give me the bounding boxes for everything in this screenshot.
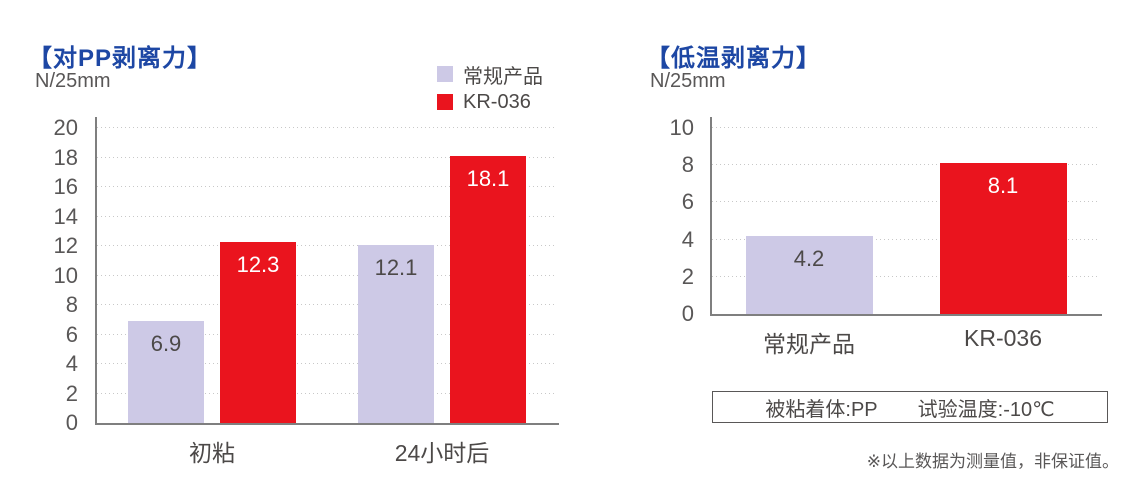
- y-tick-label: 16: [53, 174, 78, 199]
- plot-area: 4.2 8.1: [712, 127, 1100, 314]
- x-category-labels: 常规产品 KR-036: [712, 325, 1100, 357]
- y-tick-label: 0: [65, 410, 78, 435]
- y-tick-label: 14: [53, 203, 78, 229]
- chart-title: 【低温剥离力】: [646, 44, 821, 72]
- gridline: [97, 186, 557, 187]
- y-tick-label: 6: [65, 321, 78, 347]
- gridline: [712, 275, 1100, 277]
- x-category-labels: 初粘 24小时后: [97, 434, 557, 466]
- gridline: [712, 164, 1100, 166]
- gridline: [97, 274, 557, 276]
- y-tick-label: 2: [65, 380, 78, 406]
- bar: 8.1: [939, 163, 1067, 314]
- y-tick-label: 12: [53, 233, 78, 258]
- legend-item: KR-036: [437, 91, 543, 113]
- x-axis-line: [95, 423, 559, 425]
- gridline: [97, 245, 557, 246]
- x-category-label: 初粘: [189, 440, 235, 466]
- y-axis-unit-label: N/25mm: [650, 70, 726, 92]
- bar: 12.1: [358, 244, 434, 423]
- y-tick-label: 6: [681, 189, 694, 215]
- gridline: [97, 156, 557, 158]
- y-tick-label: 8: [681, 152, 694, 178]
- legend-item: 常规产品: [437, 63, 543, 88]
- legend: 常规产品 KR-036: [437, 63, 543, 113]
- gridline: [97, 363, 557, 364]
- x-category-label: 常规产品: [763, 331, 855, 357]
- y-axis-unit-label: N/25mm: [35, 70, 111, 92]
- gridline: [712, 127, 1100, 128]
- test-conditions-box: 被粘着体:PP 试验温度:-10℃: [712, 391, 1108, 423]
- bar-value-label: 18.1: [466, 166, 510, 192]
- y-axis-tick-labels: 0 2 4 6 8 10: [634, 116, 694, 326]
- legend-swatch: [437, 66, 453, 82]
- legend-swatch: [437, 94, 453, 110]
- bar-value-label: 6.9: [150, 331, 182, 357]
- gridline: [712, 238, 1100, 240]
- plot-area: 6.9 12.3 12.1 18.1: [97, 127, 557, 423]
- x-category-label: 24小时后: [394, 440, 490, 466]
- test-temperature-label: 试验温度:-10℃: [917, 398, 1055, 421]
- gridline: [712, 201, 1100, 203]
- legend-label: 常规产品: [463, 65, 543, 88]
- bar: 18.1: [450, 156, 526, 423]
- bar: 12.3: [220, 241, 296, 423]
- y-tick-label: 20: [53, 115, 78, 140]
- gridline: [97, 215, 557, 217]
- y-axis-line: [95, 117, 97, 425]
- chart-title: 【对PP剥离力】: [28, 44, 213, 72]
- bar-value-label: 8.1: [987, 173, 1019, 199]
- bar-value-label: 12.3: [236, 251, 280, 277]
- bar-value-label: 4.2: [793, 245, 825, 271]
- bar: 6.9: [128, 321, 204, 423]
- y-tick-label: 10: [669, 115, 694, 140]
- gridline: [97, 392, 557, 394]
- x-axis-line: [710, 314, 1102, 316]
- y-tick-label: 10: [53, 262, 78, 288]
- gridline: [97, 127, 557, 128]
- bar-value-label: 12.1: [374, 254, 418, 280]
- x-category-label: KR-036: [964, 325, 1042, 351]
- y-axis-line: [710, 117, 712, 316]
- y-tick-label: 18: [53, 144, 78, 170]
- gridline: [97, 304, 557, 305]
- y-tick-label: 4: [65, 351, 78, 376]
- footnote: ※以上数据为测量值，非保证值。: [866, 452, 1119, 471]
- y-tick-label: 4: [681, 226, 694, 252]
- y-tick-label: 2: [681, 263, 694, 289]
- y-tick-label: 8: [65, 292, 78, 317]
- bar: 4.2: [745, 235, 873, 314]
- legend-label: KR-036: [463, 90, 531, 113]
- y-axis-tick-labels: 0 2 4 6 8 10 12 14 16 18 20: [18, 116, 78, 435]
- gridline: [97, 333, 557, 335]
- adherend-label: 被粘着体:PP: [765, 398, 878, 421]
- y-tick-label: 0: [681, 301, 694, 326]
